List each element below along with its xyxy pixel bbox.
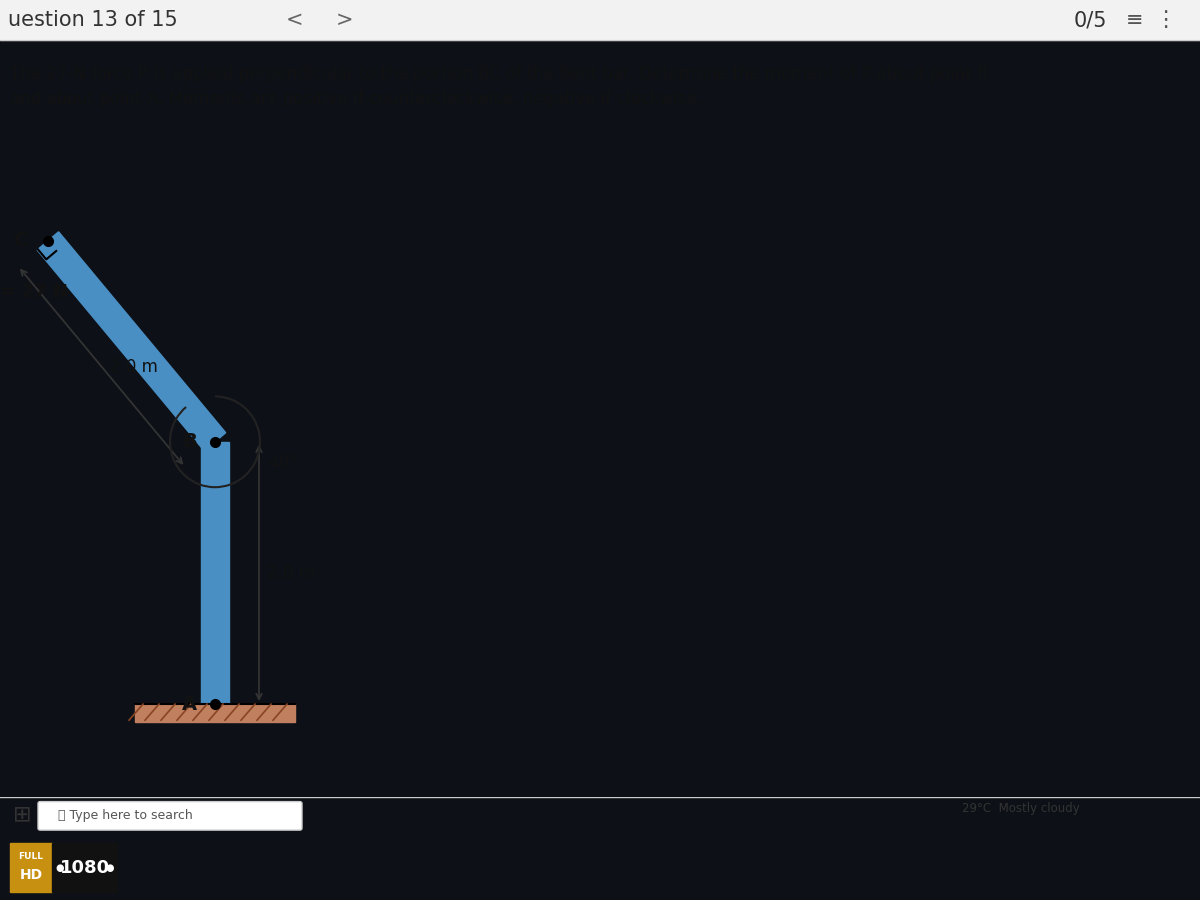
Bar — [202, 442, 229, 704]
Text: 40°: 40° — [268, 454, 298, 472]
FancyBboxPatch shape — [38, 802, 302, 830]
Text: >: > — [336, 10, 354, 31]
Text: ⋮: ⋮ — [1154, 10, 1176, 31]
Bar — [0, 0, 1200, 40]
Text: B: B — [182, 432, 197, 451]
Text: ●: ● — [55, 862, 64, 873]
Text: 2.0 m: 2.0 m — [109, 357, 157, 375]
Text: uestion 13 of 15: uestion 13 of 15 — [8, 10, 178, 31]
Text: 1080: 1080 — [60, 859, 109, 877]
Text: P = 27 N: P = 27 N — [0, 283, 68, 301]
Text: 29°C  Mostly cloudy: 29°C Mostly cloudy — [962, 802, 1080, 815]
Text: 0/5: 0/5 — [1073, 10, 1106, 31]
Text: and about point A. Moments are positive if counterclockwise, negative if clockwi: and about point A. Moments are positive … — [10, 90, 702, 108]
Bar — [52, 843, 118, 892]
Text: ⊞: ⊞ — [13, 806, 31, 826]
Text: ≡: ≡ — [1127, 10, 1144, 31]
Bar — [134, 704, 295, 722]
Text: The 27-N force P is applied perpendicular to the portion BC of the bent bar. Det: The 27-N force P is applied perpendicula… — [10, 65, 989, 83]
Text: ●: ● — [106, 862, 114, 873]
Text: FULL: FULL — [18, 852, 43, 861]
Polygon shape — [37, 232, 226, 451]
Text: C: C — [13, 231, 28, 250]
Text: 2.0 m: 2.0 m — [266, 564, 314, 582]
Text: 🔍 Type here to search: 🔍 Type here to search — [58, 809, 193, 823]
Text: <: < — [287, 10, 304, 31]
Bar — [10, 843, 52, 892]
Text: A: A — [182, 695, 197, 714]
Text: HD: HD — [19, 868, 42, 882]
